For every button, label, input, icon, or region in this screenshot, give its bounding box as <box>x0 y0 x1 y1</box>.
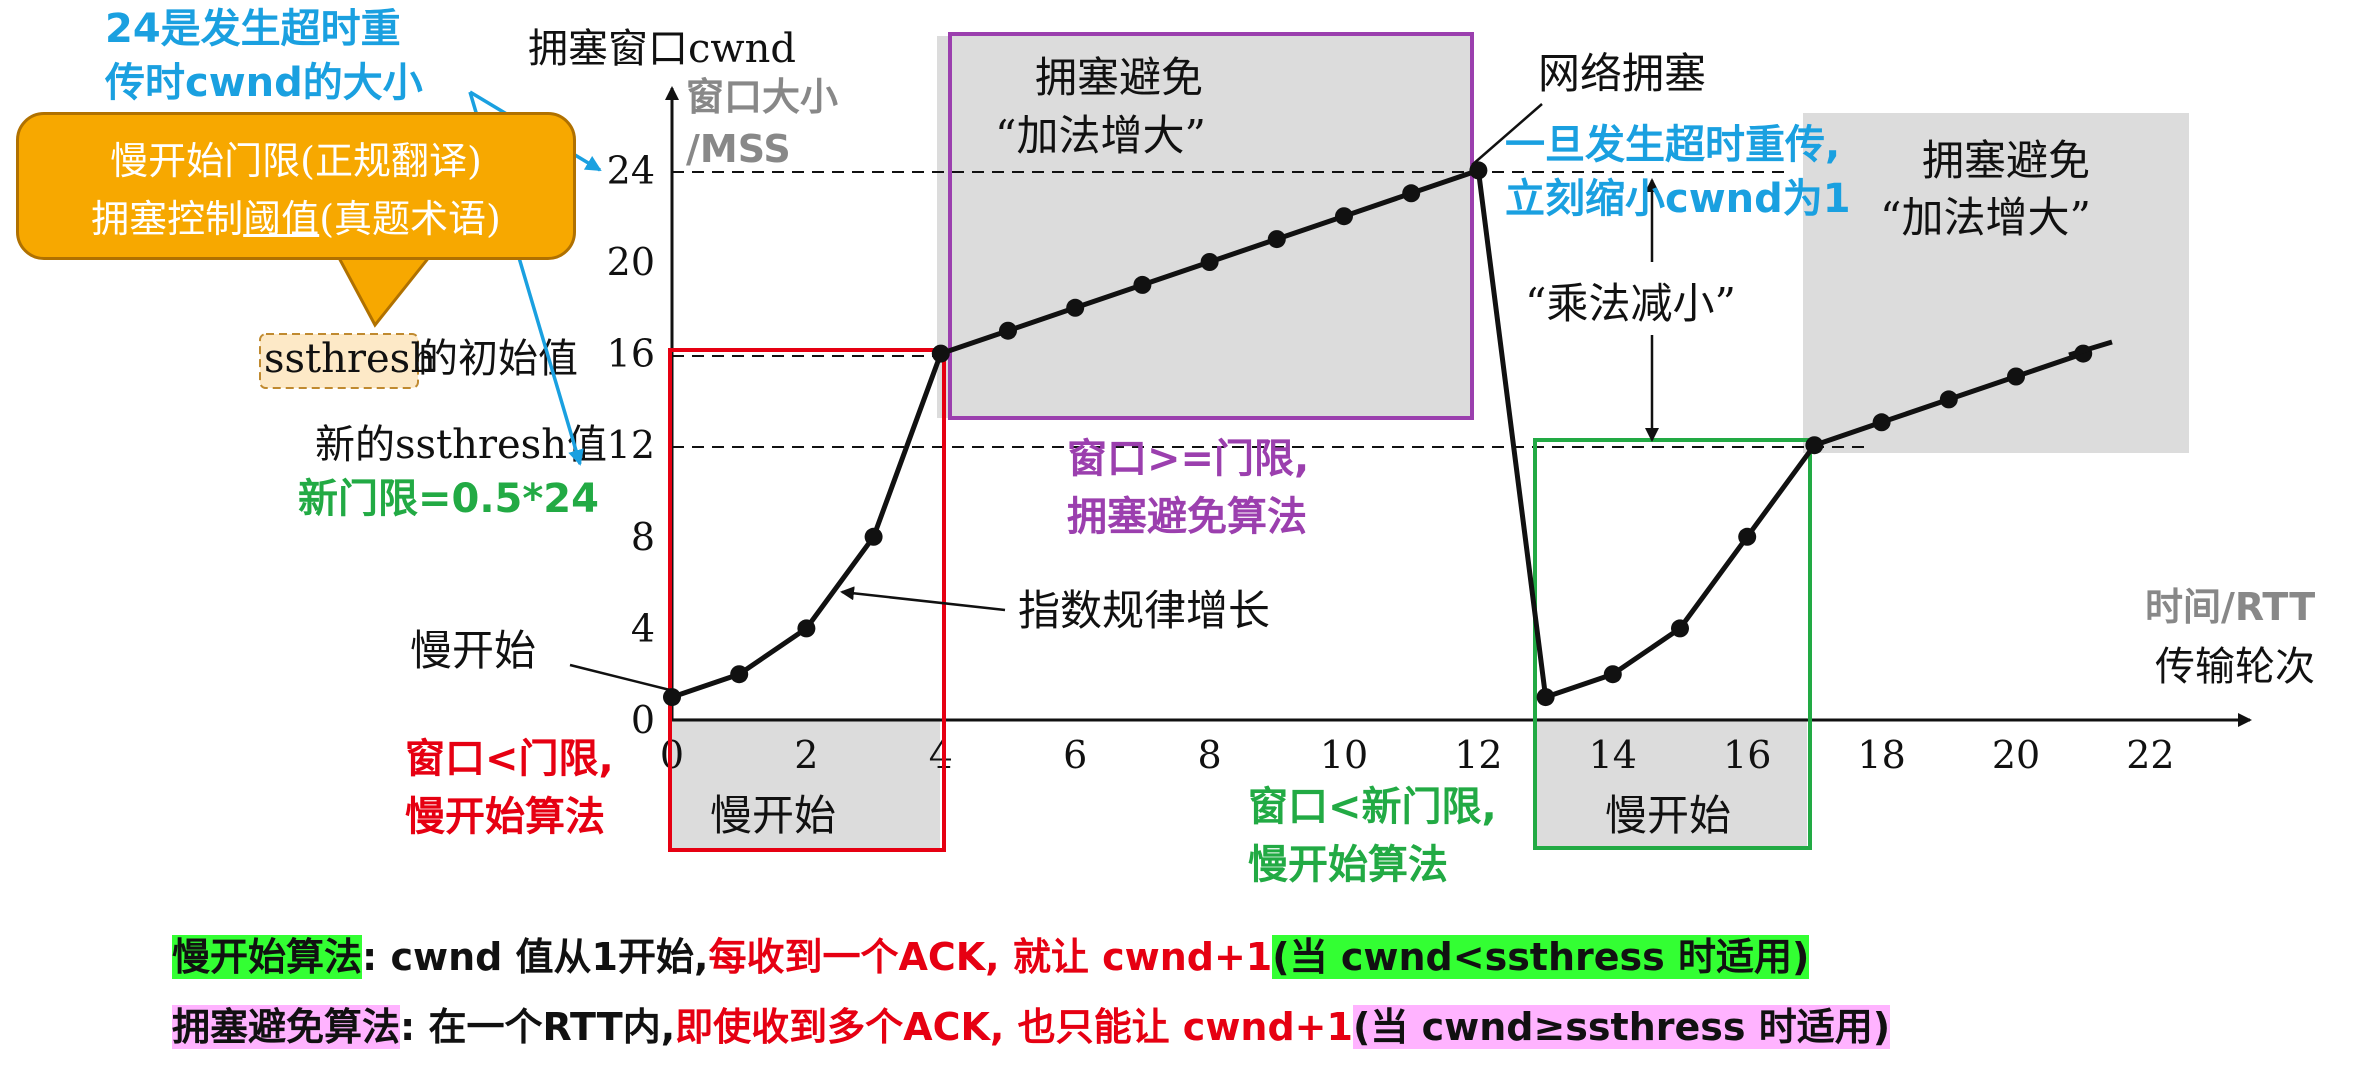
data-point <box>1469 161 1488 180</box>
arrow-exp-growth <box>840 586 1006 612</box>
blue-note-right-1: 一旦发生超时重传, <box>1505 122 1840 168</box>
callout-line-2u: 阈值 <box>243 197 320 241</box>
bottom-slow-start-cond: (当 cwnd<ssthress 时适用) <box>1272 935 1810 979</box>
data-point <box>931 344 950 363</box>
data-point <box>1872 413 1891 432</box>
pointer-network-congestion <box>1471 103 1543 166</box>
green-box-slow-start <box>1533 438 1812 850</box>
x-tick-label: 10 <box>1320 733 1368 777</box>
data-point <box>1267 230 1286 249</box>
x-tick-label: 8 <box>1198 733 1222 777</box>
data-point <box>663 688 681 707</box>
data-point <box>1335 207 1353 226</box>
x-axis-title: 传输轮次 <box>2155 644 2315 690</box>
x-tick-label: 22 <box>2126 733 2174 777</box>
data-point <box>1671 619 1689 638</box>
bottom-slow-start-desc: : cwnd 值从1开始, <box>362 935 709 979</box>
label-ca1-title: 拥塞避免 <box>1035 53 1203 102</box>
callout-line-2a: 拥塞控制 <box>91 197 244 241</box>
ca2-extension <box>2068 339 2113 358</box>
green-note-1: 窗口<新门限, <box>1248 784 1497 830</box>
y-axis-sub-title-2: /MSS <box>686 127 791 171</box>
data-point <box>1402 184 1421 203</box>
data-point <box>1738 527 1757 546</box>
label-slow-start-left: 慢开始 <box>410 626 536 675</box>
red-box-slow-start <box>668 348 946 852</box>
data-point <box>1200 253 1219 271</box>
data-point <box>797 619 816 638</box>
y-tick-label: 4 <box>631 606 655 650</box>
purple-note-1: 窗口>=门限, <box>1067 436 1309 482</box>
label-multiplicative-decrease: “乘法减小” <box>1525 279 1736 328</box>
x-tick-label: 16 <box>1723 733 1771 777</box>
bottom-ca-red: 即使收到多个ACK, 也只能让 cwnd+1 <box>675 1005 1353 1049</box>
callout-line-2b: (真题术语) <box>319 197 501 241</box>
red-note-1: 窗口<门限, <box>405 736 614 782</box>
label-ca1-sub: “加法增大” <box>995 111 1206 160</box>
label-exp-growth: 指数规律增长 <box>1018 586 1270 635</box>
label-network-congestion: 网络拥塞 <box>1538 49 1706 98</box>
data-point <box>864 527 883 546</box>
bottom-ca-name: 拥塞避免算法 <box>172 1005 401 1049</box>
label-ssthresh-initial-suffix: 的初始值 <box>418 336 578 382</box>
red-note-2: 慢开始算法 <box>405 794 605 840</box>
x-tick-label: 2 <box>794 733 818 777</box>
blue-note-right-2: 立刻缩小cwnd为1 <box>1505 176 1851 222</box>
x-tick-label: 4 <box>929 733 953 777</box>
shade-slow-start-1 <box>672 718 940 848</box>
blue-note-top-1: 24是发生超时重 <box>105 6 401 52</box>
x-axis-sub-title: 时间/RTT <box>2145 585 2315 629</box>
pointer-slow-start-left <box>569 663 671 692</box>
label-ssthresh-word: ssthresh <box>264 336 436 382</box>
x-tick-label: 6 <box>1063 733 1087 777</box>
green-note-2: 慢开始算法 <box>1248 842 1448 888</box>
y-axis-title: 拥塞窗口cwnd <box>528 26 796 72</box>
ssthresh-highlight <box>259 333 419 389</box>
data-point <box>1939 390 1958 409</box>
callout-tail <box>335 254 434 328</box>
bottom-slow-start-red: 每收到一个ACK, 就让 cwnd+1 <box>708 935 1273 979</box>
y-tick-label: 0 <box>631 698 655 742</box>
label-ca2-sub: “加法增大” <box>1880 193 2091 242</box>
ssthresh-callout <box>16 112 576 260</box>
data-point <box>1603 665 1622 684</box>
y-tick-label: 16 <box>607 332 655 376</box>
bottom-slow-start-name: 慢开始算法 <box>172 935 363 979</box>
shade-congestion-avoid-1 <box>937 36 1472 418</box>
y-tick-label: 8 <box>631 515 655 559</box>
data-point <box>1536 688 1555 707</box>
callout-line-1: 慢开始门限(正规翻译) <box>110 139 482 183</box>
green-new-threshold: 新门限=0.5*24 <box>298 476 599 522</box>
data-point <box>1133 275 1152 294</box>
x-tick-label: 18 <box>1857 733 1905 777</box>
bottom-ca-desc: : 在一个RTT内, <box>400 1005 676 1049</box>
shade-congestion-avoid-2 <box>1803 113 2189 453</box>
bottom-line-slow-start: 慢开始算法: cwnd 值从1开始,每收到一个ACK, 就让 cwnd+1(当 … <box>172 926 1810 981</box>
data-point <box>730 665 749 684</box>
label-new-ssthresh: 新的ssthresh值 <box>315 422 607 468</box>
x-tick-label: 12 <box>1454 733 1502 777</box>
y-axis-sub-title: 窗口大小 <box>686 75 838 119</box>
blue-note-top-2: 传时cwnd的大小 <box>104 60 423 106</box>
bottom-line-congestion-avoid: 拥塞避免算法: 在一个RTT内,即使收到多个ACK, 也只能让 cwnd+1(当… <box>172 996 1891 1051</box>
y-tick-label: 24 <box>607 148 655 192</box>
x-tick-label: 20 <box>1992 733 2040 777</box>
purple-note-2: 拥塞避免算法 <box>1067 494 1307 540</box>
y-tick-label: 20 <box>607 240 655 284</box>
data-point <box>1066 298 1085 317</box>
callout-line-2: 拥塞控制阈值(真题术语) <box>16 188 576 243</box>
cwnd-series-line <box>671 167 2085 700</box>
label-slow-start-box-1: 慢开始 <box>710 791 836 840</box>
data-point <box>999 321 1017 340</box>
label-slow-start-box-2: 慢开始 <box>1605 791 1731 840</box>
bottom-ca-cond: (当 cwnd≥ssthress 时适用) <box>1352 1005 1891 1049</box>
data-point <box>2007 367 2025 386</box>
data-point <box>1805 436 1824 455</box>
y-tick-label: 12 <box>607 423 655 467</box>
purple-box-congestion-avoid <box>948 32 1474 420</box>
x-tick-label: 14 <box>1589 733 1637 777</box>
label-ca2-title: 拥塞避免 <box>1922 136 2090 185</box>
shade-slow-start-2 <box>1535 718 1807 848</box>
